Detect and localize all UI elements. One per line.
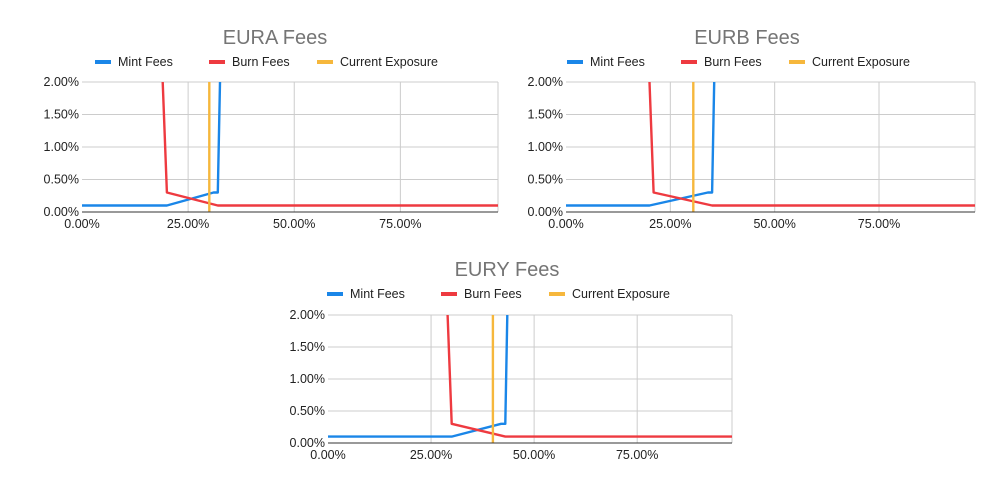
eura-ytick-label-1: 0.50% <box>44 173 79 187</box>
eura-chart-title: EURA Fees <box>223 27 327 49</box>
eurb-ytick-label-4: 2.00% <box>528 75 563 89</box>
eury-ytick-label-1: 0.50% <box>290 404 325 418</box>
eura-series-burn-line <box>161 81 498 207</box>
eurb-xtick-label-3: 75.00% <box>858 217 900 231</box>
eurb-chart-title: EURB Fees <box>694 27 800 49</box>
eura-ytick-label-2: 1.00% <box>44 140 79 154</box>
chart-eura-svg: EURA Fees Mint Fees Burn Fees Current Expos… <box>44 27 499 231</box>
chart-eury: EURY Fees Mint Fees Burn Fees Current Expos… <box>257 242 742 484</box>
eurb-series-mint-line <box>566 81 716 207</box>
eura-legend-label-3: Current Exposure <box>340 55 438 69</box>
eury-xtick-label-0: 0.00% <box>310 448 345 462</box>
eura-ytick-label-0: 0.00% <box>44 205 79 219</box>
eura-xtick-label-2: 50.00% <box>273 217 315 231</box>
chart-eura: EURA Fees Mint Fees Burn Fees Current Expos… <box>0 0 500 242</box>
eury-ytick-label-2: 1.00% <box>290 372 325 386</box>
chart-eurb-svg: EURB Fees Mint Fees Burn Fees Current Expos… <box>528 27 976 231</box>
eura-ytick-label-3: 1.50% <box>44 108 79 122</box>
eury-ytick-label-4: 2.00% <box>290 308 325 322</box>
eura-xtick-label-0: 0.00% <box>64 217 99 231</box>
eury-xtick-label-1: 25.00% <box>410 448 452 462</box>
eurb-legend: Mint Fees Burn Fees Current Exposure <box>567 55 910 69</box>
eurb-xtick-label-0: 0.00% <box>548 217 583 231</box>
eurb-legend-label-1: Mint Fees <box>590 55 645 69</box>
eurb-ytick-label-1: 0.50% <box>528 173 563 187</box>
eury-ytick-label-3: 1.50% <box>290 340 325 354</box>
eura-legend-label-1: Mint Fees <box>118 55 173 69</box>
eura-legend: Mint Fees Burn Fees Current Exposure <box>95 55 438 69</box>
eury-legend: Mint Fees Burn Fees Current Exposure <box>327 287 670 301</box>
eurb-ytick-label-0: 0.00% <box>528 205 563 219</box>
eura-xtick-label-1: 25.00% <box>167 217 209 231</box>
eury-chart-title: EURY Fees <box>455 259 560 281</box>
eury-ytick-label-0: 0.00% <box>290 436 325 450</box>
eurb-series-burn-line <box>648 81 975 207</box>
eurb-legend-label-3: Current Exposure <box>812 55 910 69</box>
eurb-ytick-label-2: 1.00% <box>528 140 563 154</box>
eury-legend-label-2: Burn Fees <box>464 287 522 301</box>
eura-ytick-label-4: 2.00% <box>44 75 79 89</box>
eury-xtick-label-3: 75.00% <box>616 448 658 462</box>
eury-series-mint-line <box>328 314 509 438</box>
eury-xtick-label-2: 50.00% <box>513 448 555 462</box>
eurb-legend-label-2: Burn Fees <box>704 55 762 69</box>
eura-xtick-label-3: 75.00% <box>379 217 421 231</box>
eurb-xtick-label-1: 25.00% <box>649 217 691 231</box>
eury-series-burn-line <box>446 314 732 438</box>
eura-series-mint-line <box>82 81 222 207</box>
chart-eurb: EURB Fees Mint Fees Burn Fees Current Expos… <box>494 0 997 242</box>
chart-eury-svg: EURY Fees Mint Fees Burn Fees Current Expos… <box>290 259 733 462</box>
eurb-ytick-label-3: 1.50% <box>528 108 563 122</box>
eurb-xtick-label-2: 50.00% <box>753 217 795 231</box>
eura-legend-label-2: Burn Fees <box>232 55 290 69</box>
eury-legend-label-1: Mint Fees <box>350 287 405 301</box>
eury-legend-label-3: Current Exposure <box>572 287 670 301</box>
